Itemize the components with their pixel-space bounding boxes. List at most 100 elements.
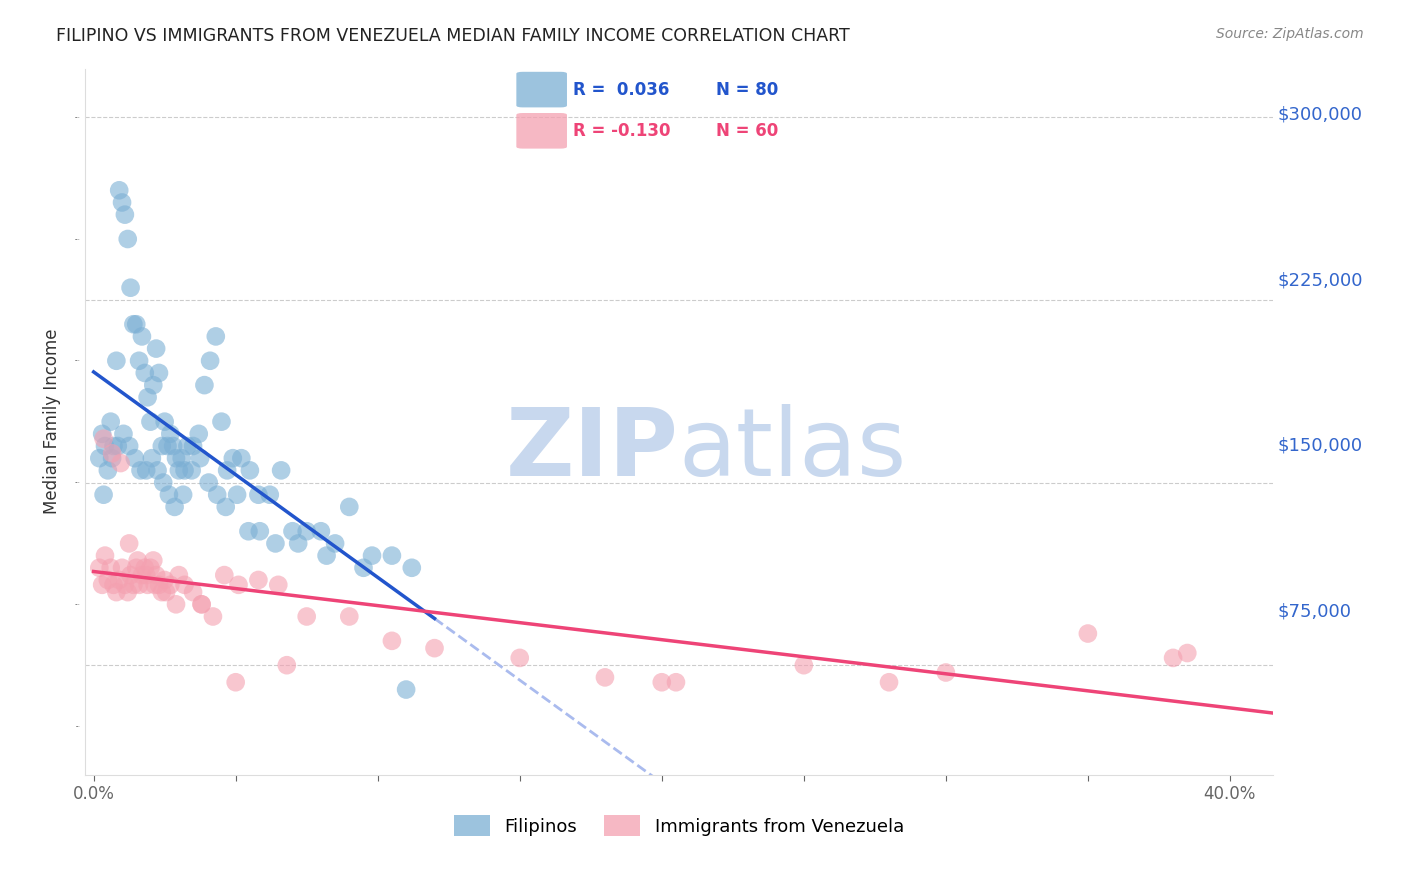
Point bbox=[139, 415, 162, 429]
Point bbox=[159, 578, 181, 592]
Point bbox=[152, 475, 174, 490]
Point bbox=[107, 439, 129, 453]
Point bbox=[125, 317, 148, 331]
Point bbox=[148, 366, 170, 380]
Point bbox=[159, 426, 181, 441]
Point bbox=[155, 585, 177, 599]
Point bbox=[188, 451, 211, 466]
Point bbox=[111, 195, 134, 210]
Point bbox=[337, 500, 360, 514]
Point bbox=[423, 641, 446, 656]
Point bbox=[157, 488, 180, 502]
Point bbox=[114, 578, 136, 592]
Point bbox=[101, 446, 124, 460]
Point bbox=[1077, 626, 1099, 640]
Point bbox=[120, 281, 142, 295]
Point bbox=[93, 432, 115, 446]
Point bbox=[100, 561, 122, 575]
Point bbox=[180, 463, 202, 477]
Point bbox=[150, 439, 173, 453]
Point bbox=[201, 609, 224, 624]
Point bbox=[142, 378, 165, 392]
Point bbox=[361, 549, 384, 563]
Point bbox=[190, 597, 212, 611]
Text: ZIP: ZIP bbox=[506, 404, 679, 496]
Point bbox=[163, 500, 186, 514]
Point bbox=[101, 451, 124, 466]
Point bbox=[145, 342, 167, 356]
Point bbox=[131, 329, 153, 343]
Point bbox=[270, 463, 292, 477]
Y-axis label: Median Family Income: Median Family Income bbox=[44, 329, 60, 515]
Point bbox=[381, 633, 404, 648]
Point bbox=[509, 651, 531, 665]
Point bbox=[110, 456, 132, 470]
Point bbox=[1175, 646, 1198, 660]
Point bbox=[401, 561, 423, 575]
Point bbox=[173, 463, 195, 477]
Point bbox=[89, 451, 111, 466]
Point bbox=[1161, 651, 1184, 665]
Point bbox=[143, 578, 166, 592]
Point bbox=[170, 451, 193, 466]
Point bbox=[103, 578, 125, 592]
Point bbox=[167, 568, 190, 582]
Point bbox=[94, 549, 117, 563]
Point bbox=[136, 578, 159, 592]
Point bbox=[111, 561, 134, 575]
Point bbox=[105, 585, 128, 599]
Point bbox=[276, 658, 298, 673]
Point bbox=[117, 232, 139, 246]
Point bbox=[108, 573, 131, 587]
Point bbox=[153, 573, 176, 587]
Point bbox=[197, 475, 219, 490]
Point bbox=[205, 488, 228, 502]
Point bbox=[193, 378, 215, 392]
Point bbox=[259, 488, 281, 502]
Point bbox=[381, 549, 404, 563]
Point bbox=[94, 439, 117, 453]
Point bbox=[287, 536, 309, 550]
Point bbox=[125, 561, 148, 575]
Point bbox=[118, 439, 141, 453]
Point bbox=[91, 578, 114, 592]
Text: atlas: atlas bbox=[679, 404, 907, 496]
Point bbox=[148, 578, 170, 592]
Point bbox=[145, 568, 167, 582]
Point bbox=[231, 451, 253, 466]
Point bbox=[122, 317, 145, 331]
Point bbox=[187, 426, 209, 441]
Point bbox=[173, 578, 195, 592]
Point bbox=[162, 439, 184, 453]
Point bbox=[127, 553, 149, 567]
Point bbox=[281, 524, 304, 539]
Point bbox=[665, 675, 688, 690]
FancyBboxPatch shape bbox=[516, 72, 567, 107]
Point bbox=[935, 665, 957, 680]
Point bbox=[150, 585, 173, 599]
Point bbox=[142, 553, 165, 567]
Point bbox=[198, 353, 221, 368]
Point bbox=[136, 390, 159, 404]
Point bbox=[165, 597, 187, 611]
Point bbox=[337, 609, 360, 624]
Point bbox=[118, 536, 141, 550]
Point bbox=[211, 415, 233, 429]
Point bbox=[190, 597, 212, 611]
FancyBboxPatch shape bbox=[516, 113, 567, 149]
Point bbox=[128, 353, 150, 368]
Point bbox=[238, 524, 260, 539]
Point bbox=[309, 524, 332, 539]
Point bbox=[153, 415, 176, 429]
Point bbox=[793, 658, 815, 673]
Point bbox=[315, 549, 337, 563]
Point bbox=[176, 439, 198, 453]
Point bbox=[217, 463, 239, 477]
Point bbox=[114, 208, 136, 222]
Point bbox=[249, 524, 271, 539]
Point bbox=[165, 451, 187, 466]
Point bbox=[323, 536, 346, 550]
Point bbox=[139, 561, 162, 575]
Point bbox=[204, 329, 226, 343]
Point bbox=[181, 585, 204, 599]
